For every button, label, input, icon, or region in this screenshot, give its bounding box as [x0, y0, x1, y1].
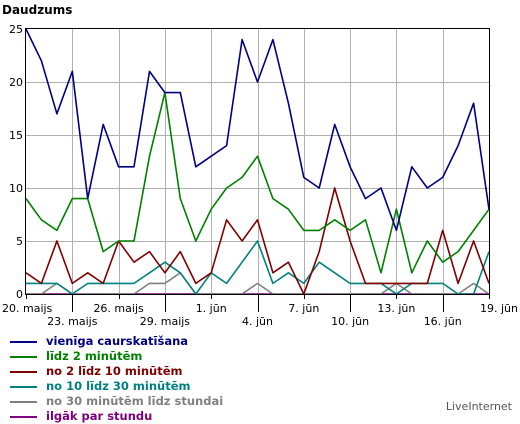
y-tick-label: 0: [16, 288, 23, 301]
y-tick-label: 10: [9, 182, 23, 195]
x-tick-label: 16. jūn: [424, 315, 462, 328]
y-tick-label: 15: [9, 129, 23, 142]
y-tick-labels: 0 5 10 15 20 25: [9, 23, 23, 301]
x-tick-label: 4. jūn: [242, 315, 273, 328]
grid: [26, 29, 489, 294]
plot-frame: [25, 28, 490, 295]
series-line-0: [25, 28, 490, 232]
y-axis-title: Daudzums: [2, 3, 72, 17]
x-tick-label: 20. maijs: [2, 302, 53, 315]
y-tick-label: 25: [9, 23, 23, 36]
legend-swatch: [10, 401, 37, 403]
legend-label: no 30 minūtēm līdz stundai: [46, 394, 224, 408]
legend-swatch: [10, 371, 37, 373]
y-tick-label: 5: [16, 235, 23, 248]
legend-swatch: [10, 416, 37, 418]
brand-label: LiveInternet: [445, 400, 512, 413]
x-tick-label: 13. jūn: [377, 302, 415, 315]
legend-label: līdz 2 minūtēm: [46, 349, 143, 363]
series-lines: [25, 28, 490, 295]
legend-swatch: [10, 341, 37, 343]
x-tick-label: 10. jūn: [331, 315, 369, 328]
legend-swatch: [10, 386, 37, 388]
series-line-1: [25, 91, 490, 274]
y-tick-label: 20: [9, 76, 23, 89]
x-tick-label: 26. maijs: [93, 302, 144, 315]
x-tick-label: 29. maijs: [140, 315, 191, 328]
legend-label: ilgāk par stundu: [46, 409, 153, 423]
x-tick-label: 23. maijs: [47, 315, 98, 328]
x-tick-label: 7. jūn: [288, 302, 319, 315]
series-line-3: [26, 240, 490, 295]
x-tick-label: 19. jūn: [480, 302, 518, 315]
legend-label: no 10 līdz 30 minūtēm: [46, 379, 191, 393]
legend-swatch: [10, 356, 37, 358]
legend-label: vienīga caurskatīšana: [46, 334, 189, 348]
x-tick-label: 1. jūn: [196, 302, 227, 315]
legend-label: no 2 līdz 10 minūtēm: [46, 364, 183, 378]
series-line-2: [25, 187, 490, 295]
